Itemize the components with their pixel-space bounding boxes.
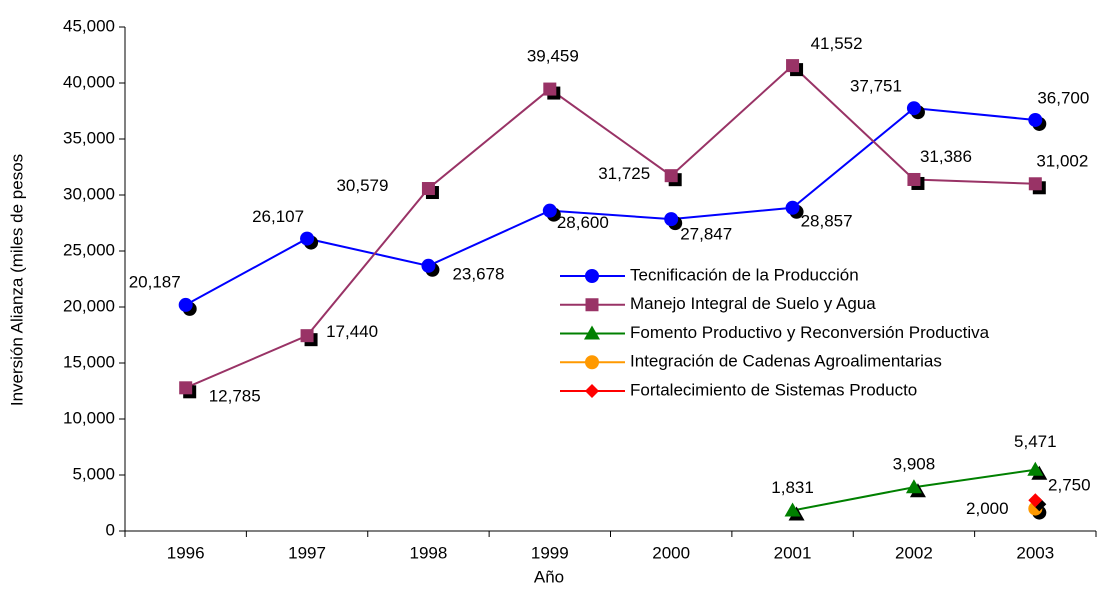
- data-label: 28,857: [801, 211, 853, 230]
- data-point: [786, 59, 800, 73]
- data-point: [664, 212, 679, 227]
- data-label: 2,000: [966, 499, 1009, 518]
- data-label: 12,785: [209, 386, 261, 405]
- data-label: 41,552: [811, 34, 863, 53]
- legend-marker: [585, 355, 599, 370]
- x-tick-label: 1997: [288, 543, 326, 562]
- y-axis-label: Inversión Alianza (miles de pesos: [7, 154, 26, 406]
- x-tick-label: 1996: [167, 543, 205, 562]
- data-label: 27,847: [680, 225, 732, 244]
- data-point: [179, 381, 193, 395]
- data-label: 23,678: [452, 264, 504, 283]
- data-label: 28,600: [557, 213, 609, 232]
- data-label: 31,002: [1036, 151, 1088, 170]
- data-label: 5,471: [1014, 432, 1057, 451]
- data-point: [542, 203, 557, 218]
- data-label: 31,725: [598, 164, 650, 183]
- data-point: [300, 231, 315, 246]
- legend-label: Fortalecimiento de Sistemas Producto: [630, 380, 917, 399]
- legend-marker: [584, 325, 600, 340]
- data-point: [664, 169, 678, 183]
- data-point: [421, 182, 435, 196]
- x-tick-label: 1998: [410, 543, 448, 562]
- x-tick-label: 2000: [652, 543, 690, 562]
- legend-label: Integración de Cadenas Agroalimentarias: [630, 352, 942, 371]
- data-point: [1028, 177, 1042, 191]
- data-label: 17,440: [326, 322, 378, 341]
- data-point: [784, 502, 801, 517]
- series-line: [185, 107, 1036, 306]
- series-line: [185, 64, 1036, 389]
- y-tick-label: 45,000: [63, 16, 115, 35]
- data-point: [905, 479, 922, 494]
- legend-marker: [585, 384, 599, 398]
- data-label: 2,750: [1048, 476, 1091, 495]
- legend-label: Fomento Productivo y Reconversión Produc…: [630, 323, 990, 342]
- y-tick-label: 40,000: [63, 72, 115, 91]
- legend-label: Tecnificación de la Producción: [630, 265, 859, 284]
- y-tick-label: 25,000: [63, 240, 115, 259]
- y-tick-label: 35,000: [63, 128, 115, 147]
- x-tick-label: 2001: [774, 543, 812, 562]
- legend-marker: [585, 298, 599, 312]
- data-point: [785, 200, 800, 215]
- data-label: 30,579: [336, 176, 388, 195]
- y-tick-label: 20,000: [63, 296, 115, 315]
- legend-label: Manejo Integral de Suelo y Agua: [630, 294, 876, 313]
- data-label: 37,751: [850, 77, 902, 96]
- data-point: [1028, 493, 1043, 508]
- data-label: 31,386: [920, 147, 972, 166]
- y-tick-label: 30,000: [63, 184, 115, 203]
- data-label: 3,908: [893, 455, 936, 474]
- x-tick-label: 2003: [1016, 543, 1054, 562]
- data-point: [1027, 461, 1044, 476]
- y-tick-label: 15,000: [63, 352, 115, 371]
- data-point: [421, 258, 436, 273]
- data-point: [1028, 112, 1043, 127]
- data-point: [178, 297, 193, 312]
- data-label: 39,459: [527, 47, 579, 66]
- x-tick-label: 1999: [531, 543, 569, 562]
- data-label: 26,107: [252, 207, 304, 226]
- y-tick-label: 10,000: [63, 408, 115, 427]
- data-point: [907, 172, 921, 186]
- data-point: [300, 329, 314, 343]
- legend-marker: [585, 269, 599, 283]
- data-label: 36,700: [1037, 88, 1089, 107]
- data-label: 1,831: [771, 478, 814, 497]
- data-point: [543, 82, 557, 96]
- x-axis-label: Año: [534, 567, 564, 586]
- y-tick-label: 0: [106, 520, 115, 539]
- data-point: [906, 101, 921, 116]
- data-label: 20,187: [129, 272, 181, 291]
- y-tick-label: 5,000: [72, 464, 115, 483]
- x-tick-label: 2002: [895, 543, 933, 562]
